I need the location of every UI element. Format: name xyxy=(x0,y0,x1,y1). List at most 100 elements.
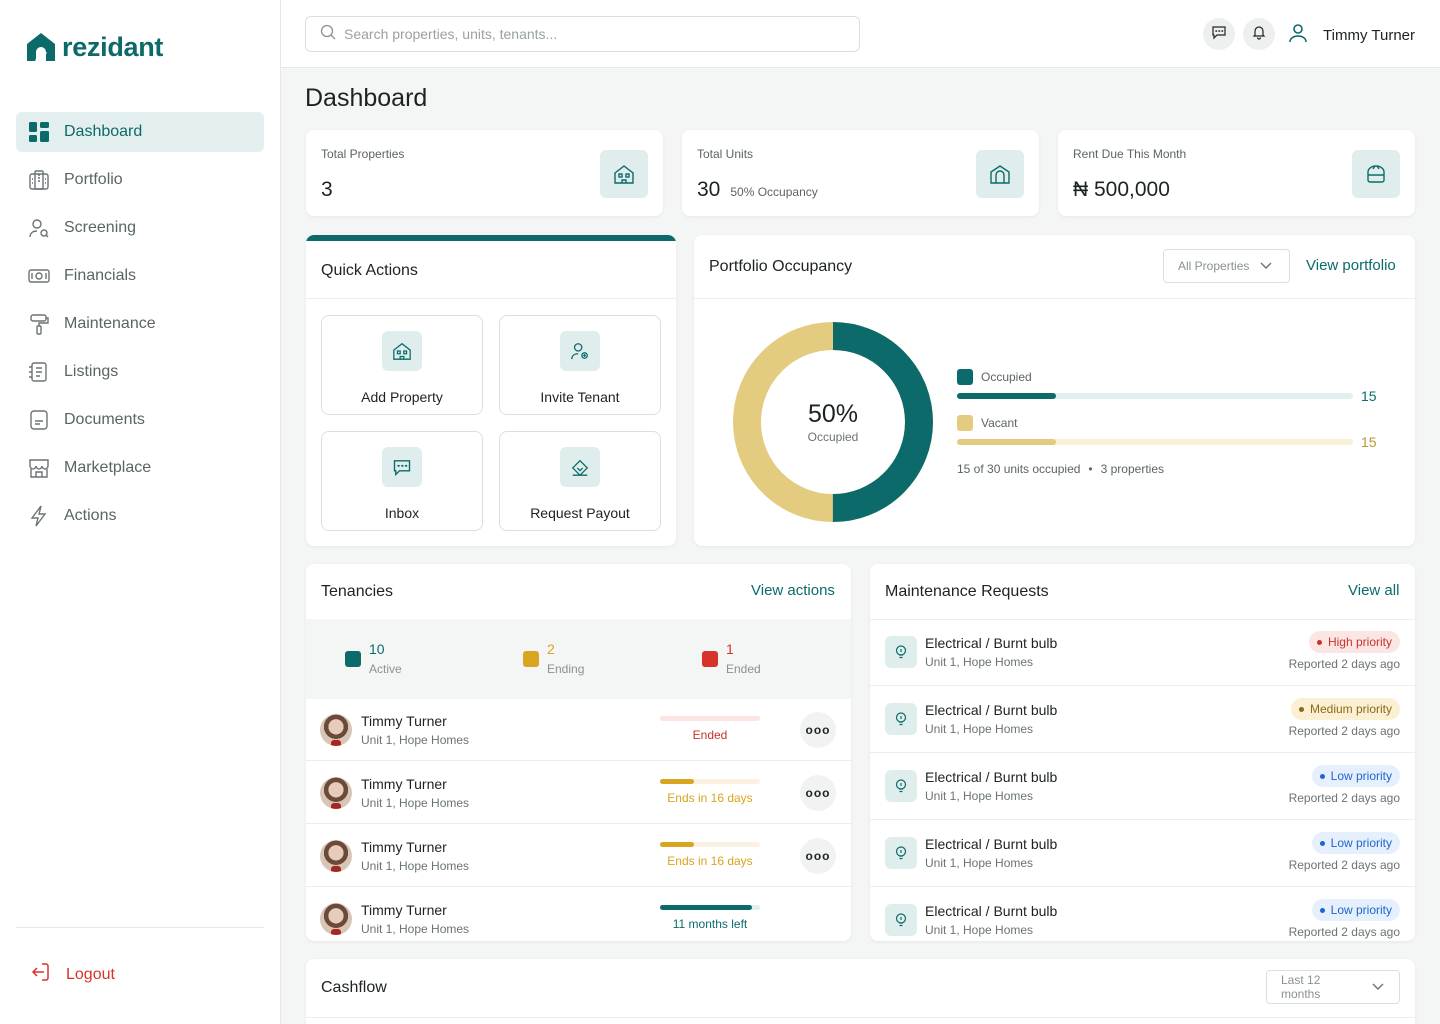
view-all-link[interactable]: View all xyxy=(1348,582,1400,599)
status-swatch xyxy=(702,651,718,667)
list-item[interactable]: Electrical / Burnt bulb Unit 1, Hope Home… xyxy=(870,887,1415,941)
priority-badge: Medium priority xyxy=(1290,698,1400,720)
chevron-down-icon xyxy=(1259,258,1273,275)
invite-tenant-button[interactable]: Invite Tenant xyxy=(499,315,661,415)
more-options-button[interactable]: ooo xyxy=(800,775,836,811)
search-bar[interactable] xyxy=(305,16,860,52)
search-icon xyxy=(320,24,336,45)
legend-label: Occupied xyxy=(981,370,1032,384)
priority-badge: Low priority xyxy=(1311,899,1400,921)
sidebar-item-dashboard[interactable]: Dashboard xyxy=(16,112,264,152)
donut-center-label: Occupied xyxy=(807,430,859,444)
more-icon: ooo xyxy=(805,849,831,863)
listings-icon xyxy=(28,361,50,383)
priority-label: High priority xyxy=(1327,635,1392,649)
occupied-bar xyxy=(957,393,1353,399)
request-time: Reported 2 days ago xyxy=(1288,858,1400,872)
request-title: Electrical / Burnt bulb xyxy=(925,635,1058,651)
property-filter-select[interactable]: All Properties xyxy=(1163,249,1290,283)
inbox-button[interactable]: Inbox xyxy=(321,431,483,531)
view-portfolio-link[interactable]: View portfolio xyxy=(1306,257,1396,274)
divider xyxy=(694,298,1415,299)
stat-number: ₦ 500,000 xyxy=(1073,178,1170,201)
more-icon: ooo xyxy=(805,786,831,800)
house-icon xyxy=(382,331,422,371)
more-icon: ooo xyxy=(805,723,831,737)
store-icon xyxy=(28,457,50,479)
request-unit: Unit 1, Hope Homes xyxy=(925,789,1034,803)
priority-label: Low priority xyxy=(1330,836,1392,850)
tenancy-progress-fill xyxy=(660,842,694,847)
select-value: Last 12 months xyxy=(1281,973,1321,1001)
stat-label: Ended xyxy=(726,662,761,676)
sidebar-item-label: Documents xyxy=(64,411,145,428)
user-add-icon xyxy=(560,331,600,371)
list-item[interactable]: Electrical / Burnt bulb Unit 1, Hope Home… xyxy=(870,753,1415,820)
chat-icon xyxy=(1211,24,1227,45)
brand-logo[interactable]: rezidant xyxy=(24,30,163,64)
stat-count: 10 xyxy=(369,641,385,657)
request-time: Reported 2 days ago xyxy=(1288,925,1400,939)
card-title: Cashflow xyxy=(321,979,387,996)
request-payout-button[interactable]: Request Payout xyxy=(499,431,661,531)
tenant-name: Timmy Turner xyxy=(361,776,447,792)
table-row[interactable]: Timmy Turner Unit 1, Hope Homes Ends in 16… xyxy=(306,825,851,887)
tenancy-progress xyxy=(660,905,760,910)
request-time: Reported 2 days ago xyxy=(1288,657,1400,671)
chat-icon xyxy=(382,447,422,487)
tenancy-ending-stat: 2 Ending xyxy=(523,641,584,676)
notifications-button[interactable] xyxy=(1243,18,1275,50)
sidebar-item-portfolio[interactable]: Portfolio xyxy=(16,160,264,200)
stat-label: Total Properties xyxy=(321,147,405,161)
logout-button[interactable]: Logout xyxy=(28,960,115,989)
tenancy-status: Ends in 16 days xyxy=(667,791,753,805)
sidebar-item-documents[interactable]: Documents xyxy=(16,400,264,440)
search-input[interactable] xyxy=(344,26,824,42)
priority-label: Low priority xyxy=(1330,903,1392,917)
divider xyxy=(306,298,676,299)
page-title: Dashboard xyxy=(305,84,428,112)
stat-value: ₦ 500,000 xyxy=(1073,178,1170,202)
table-row[interactable]: Timmy Turner Unit 1, Hope Homes Ended ooo xyxy=(306,699,851,761)
sidebar-item-label: Listings xyxy=(64,363,119,380)
priority-dot xyxy=(1319,840,1325,846)
tenancy-progress-fill xyxy=(660,779,694,784)
tenancy-progress xyxy=(660,779,760,784)
lightbulb-icon xyxy=(885,703,917,735)
tenant-unit: Unit 1, Hope Homes xyxy=(361,922,470,936)
stat-count: 2 xyxy=(547,641,555,657)
request-unit: Unit 1, Hope Homes xyxy=(925,722,1034,736)
sidebar-item-marketplace[interactable]: Marketplace xyxy=(16,448,264,488)
priority-badge: Low priority xyxy=(1311,832,1400,854)
list-item[interactable]: Electrical / Burnt bulb Unit 1, Hope Home… xyxy=(870,686,1415,753)
view-actions-link[interactable]: View actions xyxy=(751,582,835,599)
sidebar-item-listings[interactable]: Listings xyxy=(16,352,264,392)
avatar xyxy=(320,714,352,746)
priority-label: Medium priority xyxy=(1309,702,1392,716)
more-options-button[interactable]: ooo xyxy=(800,712,836,748)
user-menu[interactable]: Timmy Turner xyxy=(1287,22,1415,48)
sidebar-item-financials[interactable]: Financials xyxy=(16,256,264,296)
tenancy-status: 11 months left xyxy=(672,917,748,931)
tenancy-status: Ends in 16 days xyxy=(667,854,753,868)
add-property-button[interactable]: Add Property xyxy=(321,315,483,415)
table-row[interactable]: Timmy Turner Unit 1, Hope Homes Ends in 16… xyxy=(306,762,851,824)
occupancy-summary-properties: 3 properties xyxy=(1100,462,1164,476)
money-icon xyxy=(28,265,50,287)
occupancy-donut xyxy=(733,322,933,522)
card-title: Maintenance Requests xyxy=(885,583,1049,600)
logout-label: Logout xyxy=(66,965,115,983)
sidebar-item-maintenance[interactable]: Maintenance xyxy=(16,304,264,344)
sidebar-item-screening[interactable]: Screening xyxy=(16,208,264,248)
cashflow-range-select[interactable]: Last 12 months xyxy=(1266,970,1400,1004)
list-item[interactable]: Electrical / Burnt bulb Unit 1, Hope Home… xyxy=(870,619,1415,686)
table-row[interactable]: Timmy Turner Unit 1, Hope Homes 11 months … xyxy=(306,888,851,943)
request-title: Electrical / Burnt bulb xyxy=(925,769,1058,785)
messages-button[interactable] xyxy=(1203,18,1235,50)
bell-icon xyxy=(1251,24,1267,45)
quick-action-label: Invite Tenant xyxy=(540,389,620,405)
vacant-bar-fill xyxy=(957,439,1056,445)
sidebar-item-actions[interactable]: Actions xyxy=(16,496,264,536)
list-item[interactable]: Electrical / Burnt bulb Unit 1, Hope Home… xyxy=(870,820,1415,887)
more-options-button[interactable]: ooo xyxy=(800,838,836,874)
